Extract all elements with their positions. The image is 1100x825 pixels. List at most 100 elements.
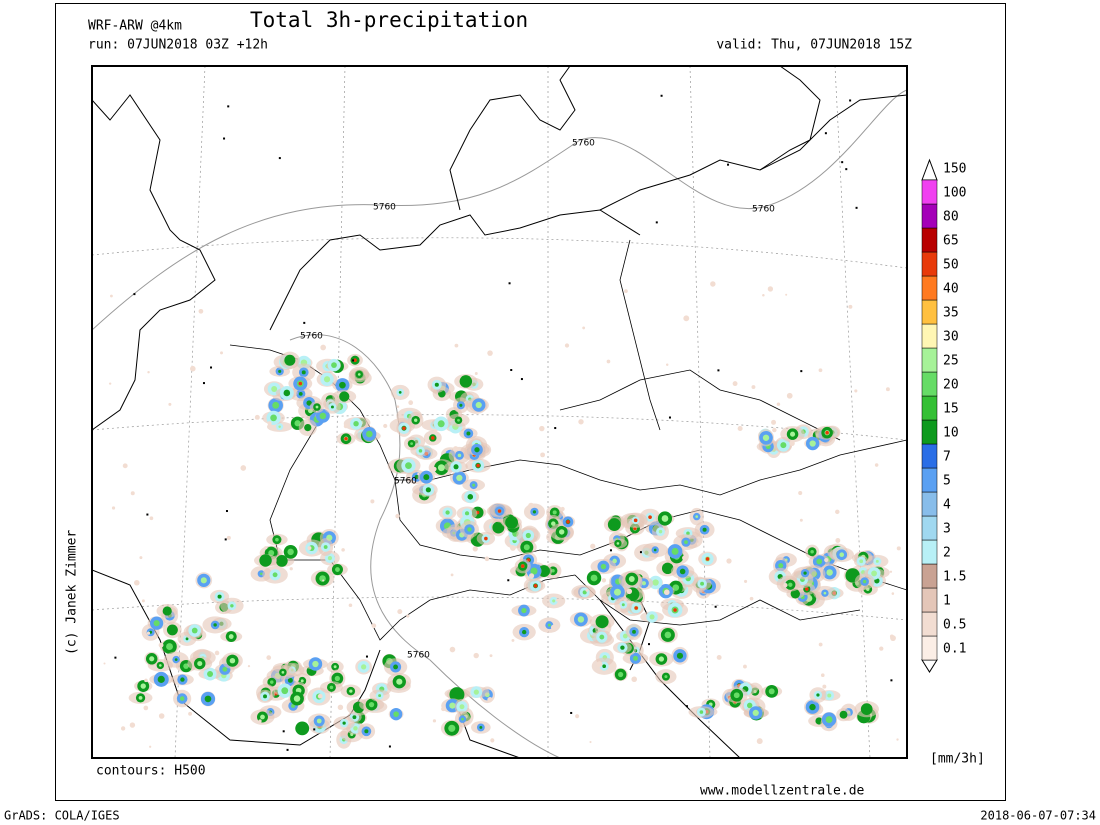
rain-core bbox=[281, 670, 285, 674]
city-dot bbox=[388, 745, 391, 748]
rain-core bbox=[229, 657, 236, 664]
rain-speck bbox=[585, 588, 589, 592]
rain-core bbox=[862, 579, 867, 584]
rain-speck bbox=[606, 359, 611, 364]
city-dot bbox=[146, 513, 149, 516]
rain-core bbox=[349, 689, 353, 693]
rain-core bbox=[393, 664, 399, 670]
city-dot bbox=[278, 157, 281, 160]
city-dot bbox=[660, 94, 663, 97]
city-dot bbox=[714, 605, 717, 608]
rain-peak bbox=[476, 463, 480, 468]
rain-speck bbox=[214, 650, 220, 656]
rain-core bbox=[275, 537, 279, 542]
rain-core bbox=[339, 381, 346, 389]
rain-speck bbox=[122, 463, 128, 469]
rain-peak bbox=[484, 536, 488, 541]
city-dot bbox=[849, 99, 852, 102]
city-dot bbox=[352, 359, 355, 362]
rain-speck bbox=[626, 588, 633, 595]
rain-core bbox=[700, 581, 704, 586]
rain-core bbox=[616, 542, 620, 545]
rain-core bbox=[641, 581, 646, 586]
credit: (c) Janek Zimmer bbox=[65, 530, 80, 655]
rain-core bbox=[207, 671, 214, 678]
colorbar-label: 0.1 bbox=[943, 642, 966, 657]
rain-core bbox=[809, 440, 816, 447]
rain-speck bbox=[751, 385, 756, 390]
city-dot bbox=[202, 382, 205, 385]
rain-speck bbox=[317, 693, 323, 699]
rain-speck bbox=[601, 578, 607, 583]
rain-speck bbox=[771, 419, 777, 425]
rain-core bbox=[653, 548, 657, 552]
rain-core bbox=[475, 401, 482, 409]
rain-speck bbox=[889, 634, 894, 639]
rain-speck bbox=[798, 491, 803, 496]
rain-speck bbox=[264, 546, 268, 550]
rain-core bbox=[582, 590, 587, 595]
rain-core bbox=[271, 385, 278, 392]
colorbar-label: 15 bbox=[943, 402, 959, 417]
rain-speck bbox=[666, 363, 669, 366]
rain-core bbox=[702, 527, 707, 532]
rain-core bbox=[287, 548, 294, 556]
rain-speck bbox=[596, 661, 603, 668]
colorbar-label: 1 bbox=[943, 594, 951, 609]
rain-core bbox=[423, 474, 430, 481]
rain-peak bbox=[298, 381, 303, 386]
rain-peak bbox=[648, 515, 652, 519]
rain-core bbox=[665, 565, 671, 571]
rain-core bbox=[459, 704, 465, 710]
rain-speck bbox=[726, 558, 732, 564]
rain-core bbox=[842, 713, 845, 717]
rain-core bbox=[599, 618, 606, 625]
rain-speck bbox=[854, 389, 858, 393]
rain-core bbox=[170, 627, 175, 633]
map-frame bbox=[91, 65, 908, 759]
rain-speck bbox=[588, 616, 593, 620]
rain-core bbox=[621, 603, 625, 607]
rain-core bbox=[260, 572, 263, 576]
rain-speck bbox=[575, 714, 580, 719]
rain-peak bbox=[805, 587, 809, 591]
rain-speck bbox=[146, 631, 151, 635]
rain-core bbox=[263, 694, 267, 699]
rain-core bbox=[551, 568, 555, 573]
rain-core bbox=[649, 614, 655, 620]
rain-core bbox=[547, 623, 551, 627]
rain-core bbox=[664, 675, 668, 679]
rain-speck bbox=[550, 624, 557, 631]
rain-speck bbox=[383, 423, 388, 429]
rain-core bbox=[459, 403, 463, 407]
rain-core bbox=[378, 694, 382, 698]
city-dot bbox=[510, 369, 513, 372]
city-dot bbox=[609, 549, 612, 552]
city-dot bbox=[648, 643, 651, 646]
colorbar-label: 35 bbox=[943, 306, 959, 321]
rain-core bbox=[405, 462, 412, 469]
rain-core bbox=[281, 687, 289, 695]
colorbar-box bbox=[921, 491, 938, 517]
rain-speck bbox=[874, 463, 879, 467]
rain-core bbox=[294, 420, 301, 427]
colorbar-label: 25 bbox=[943, 354, 959, 369]
rain-core bbox=[590, 574, 598, 582]
rain-core bbox=[552, 510, 557, 515]
rain-core bbox=[864, 706, 870, 712]
rain-core bbox=[197, 661, 203, 667]
rain-speck bbox=[848, 304, 853, 309]
colorbar-label: 7 bbox=[943, 450, 951, 465]
rain-speck bbox=[449, 646, 456, 653]
rain-core bbox=[353, 726, 358, 731]
rain-core bbox=[357, 373, 361, 376]
rain-core bbox=[622, 633, 628, 639]
rain-peak bbox=[634, 606, 638, 610]
colorbar-label: 80 bbox=[943, 210, 959, 225]
city-dot bbox=[845, 168, 848, 171]
city-dot bbox=[210, 366, 213, 369]
rain-speck bbox=[743, 664, 747, 669]
rain-speck bbox=[785, 293, 788, 296]
rain-speck bbox=[772, 427, 777, 433]
